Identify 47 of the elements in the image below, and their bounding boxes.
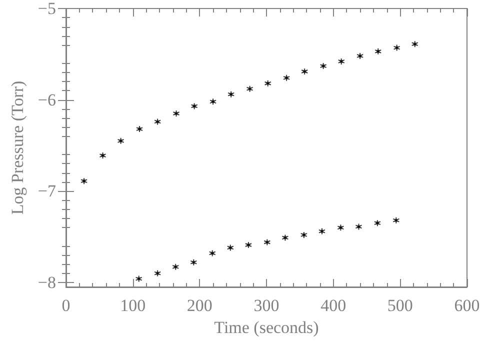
x-tick-label: 400 (320, 296, 346, 315)
x-tick-label: 300 (254, 296, 280, 315)
point (337, 224, 344, 232)
point (154, 118, 162, 126)
point (282, 234, 289, 242)
point (393, 44, 400, 52)
point (320, 62, 327, 70)
x-axis-title: Time (seconds) (214, 318, 319, 337)
point (210, 98, 217, 106)
point (135, 275, 142, 282)
point (190, 258, 198, 266)
point (226, 244, 234, 252)
point (264, 238, 271, 246)
y-tick-label: −7 (38, 182, 56, 201)
point (411, 40, 418, 48)
point (117, 137, 124, 144)
x-tick-label: 100 (120, 296, 146, 315)
point (264, 80, 272, 87)
point (283, 74, 290, 82)
point (355, 223, 362, 230)
point (318, 228, 326, 235)
point (80, 178, 88, 185)
y-tick-label: −6 (38, 90, 56, 110)
point (300, 231, 308, 238)
point (172, 110, 180, 118)
point (244, 241, 252, 248)
point (228, 90, 235, 98)
y-tick-label: −8 (38, 272, 56, 292)
point (392, 216, 400, 224)
point (154, 270, 162, 277)
point (374, 220, 381, 227)
point (208, 250, 216, 257)
x-tick-label: 600 (454, 296, 480, 315)
point (301, 68, 308, 76)
y-tick-label: −5 (38, 0, 56, 18)
x-tick-label: 200 (186, 296, 212, 315)
point (172, 263, 180, 270)
point (338, 58, 345, 65)
x-tick-label: 0 (62, 296, 70, 315)
y-axis-title: Log Pressure (Torr) (8, 80, 27, 215)
point (136, 126, 144, 133)
point (99, 152, 106, 160)
point (246, 85, 254, 92)
x-tick-label: 500 (387, 296, 413, 315)
point (190, 102, 198, 110)
point (374, 48, 382, 55)
point (356, 52, 364, 60)
